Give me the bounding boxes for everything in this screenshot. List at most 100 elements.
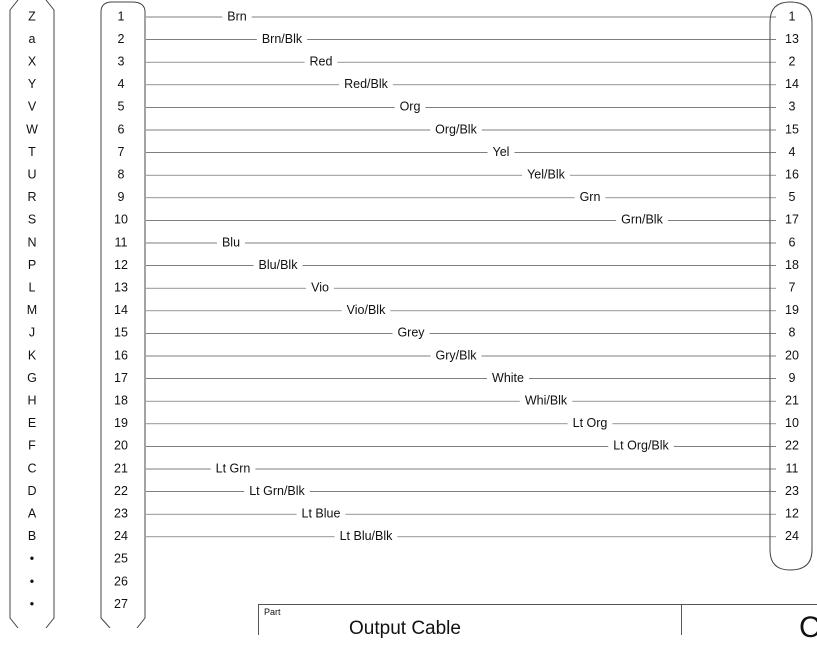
right-connector-pin: 18: [785, 258, 799, 272]
wire-label: Lt Blu/Blk: [340, 529, 394, 543]
wire-label: Yel: [493, 145, 510, 159]
middle-connector-pin: 7: [118, 145, 125, 159]
middle-connector-pin: 9: [118, 190, 125, 204]
title-block-glyph: C: [799, 611, 817, 644]
wire-label: Brn/Blk: [262, 32, 303, 46]
middle-connector-pin: 16: [114, 348, 128, 362]
middle-connector-pin: 19: [114, 416, 128, 430]
wire-label: Vio/Blk: [347, 303, 386, 317]
right-connector-pin: 3: [789, 100, 796, 114]
middle-connector-pin: 25: [114, 552, 128, 566]
right-connector-pin: 11: [786, 461, 799, 475]
middle-connector-pin: 11: [115, 235, 128, 249]
wire-label: Brn: [227, 9, 247, 23]
left-connector-pin: V: [28, 100, 37, 114]
wire-label: Lt Blue: [302, 506, 341, 520]
left-connector-pin: S: [28, 213, 36, 227]
middle-connector-pin: 27: [114, 597, 128, 611]
right-connector-pin: 8: [789, 326, 796, 340]
wire-label: Red/Blk: [344, 77, 389, 91]
wire-label: Blu/Blk: [259, 258, 299, 272]
middle-connector-pin: 12: [114, 258, 128, 272]
left-connector-pin: B: [28, 529, 36, 543]
wire-label: Org/Blk: [435, 122, 477, 136]
left-connector-pin: U: [27, 167, 36, 181]
left-connector-pin: E: [28, 416, 36, 430]
wire-label: Blu: [222, 235, 240, 249]
wire-label: Lt Org: [573, 416, 608, 430]
right-connector-pin: 2: [789, 54, 796, 68]
right-connector-pin: 12: [785, 506, 799, 520]
right-connector-pin: 21: [785, 393, 799, 407]
left-connector-pin: G: [27, 371, 37, 385]
wire-label: Grn: [580, 190, 601, 204]
right-connector-pin: 15: [785, 122, 799, 136]
left-connector-pin: a: [29, 32, 36, 46]
right-connector-pin: 5: [789, 190, 796, 204]
left-connector-pin: F: [28, 439, 36, 453]
left-connector-pin: •: [30, 597, 34, 611]
middle-connector-pin: 17: [114, 371, 128, 385]
left-connector-pin: X: [28, 54, 37, 68]
left-connector-pin: M: [27, 303, 37, 317]
left-connector-pin: •: [30, 552, 34, 566]
right-connector-pin: 6: [789, 235, 796, 249]
wire-label: Yel/Blk: [527, 167, 566, 181]
middle-connector-pin: 24: [114, 529, 128, 543]
left-connector-pin: D: [27, 484, 36, 498]
left-connector-pin: K: [28, 348, 37, 362]
wire-label: Red: [310, 54, 333, 68]
middle-connector-pin: 6: [118, 122, 125, 136]
middle-connector-pin: 8: [118, 167, 125, 181]
left-connector-pin: A: [28, 506, 37, 520]
middle-connector-pin: 14: [114, 303, 128, 317]
middle-connector-pin: 4: [118, 77, 125, 91]
right-connector-pin: 14: [785, 77, 799, 91]
middle-connector-pin: 21: [114, 461, 128, 475]
left-connector-pin: •: [30, 574, 34, 588]
left-connector-pin: P: [28, 258, 36, 272]
left-connector-pin: H: [27, 393, 36, 407]
left-connector-pin: N: [27, 235, 36, 249]
right-connector-pin: 22: [785, 439, 799, 453]
wire-label: Grn/Blk: [621, 213, 663, 227]
right-connector-pin: 17: [785, 213, 799, 227]
title-block: Part Output Cable C: [258, 604, 817, 644]
middle-connector-pin: 23: [114, 506, 128, 520]
left-connector-pin: C: [27, 461, 36, 475]
right-connector-pin: 13: [785, 32, 799, 46]
wire-label: Org: [400, 100, 421, 114]
middle-connector-pin: 1: [118, 9, 125, 23]
middle-connector-pin: 18: [114, 393, 128, 407]
right-connector-pin: 20: [785, 348, 799, 362]
part-label: Part: [264, 607, 281, 617]
middle-connector-pin: 13: [114, 280, 128, 294]
part-name: Output Cable: [349, 618, 461, 639]
left-connector-pin: Z: [28, 9, 36, 23]
wire-label: Lt Grn/Blk: [249, 484, 305, 498]
middle-connector-pin: 3: [118, 54, 125, 68]
right-connector-outline: [769, 1, 813, 571]
wire-label: Vio: [311, 280, 329, 294]
middle-connector-pin: 26: [114, 574, 128, 588]
right-connector-pin: 23: [785, 484, 799, 498]
right-connector-pin: 10: [785, 416, 799, 430]
right-connector-pin: 4: [789, 145, 796, 159]
left-connector-pin: T: [28, 145, 36, 159]
middle-connector-pin: 10: [114, 213, 128, 227]
right-connector-pin: 19: [785, 303, 799, 317]
middle-connector-pin: 2: [118, 32, 125, 46]
label-layer: ZaXYVWTURSNPLMJKGHEFCDAB•••1234567891011…: [26, 9, 799, 611]
right-connector-pin: 7: [789, 280, 796, 294]
wire-label: Lt Org/Blk: [613, 439, 669, 453]
right-connector-pin: 16: [785, 167, 799, 181]
wire-layer: [146, 16, 776, 538]
wire-label: White: [492, 371, 524, 385]
middle-connector-pin: 5: [118, 100, 125, 114]
right-connector-pin: 1: [789, 9, 796, 23]
wire-label: Whi/Blk: [525, 393, 568, 407]
right-connector-pin: 9: [789, 371, 796, 385]
middle-connector-pin: 15: [114, 326, 128, 340]
right-connector-pin: 24: [785, 529, 799, 543]
middle-connector-pin: 20: [114, 439, 128, 453]
